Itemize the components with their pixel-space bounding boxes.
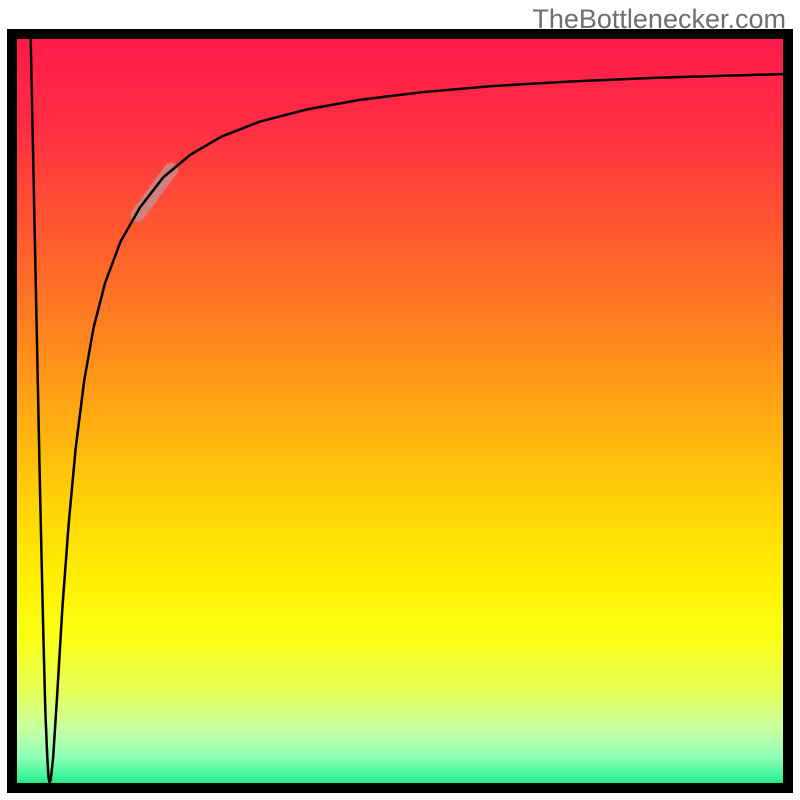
stage: TheBottlenecker.com [0,0,800,800]
plot-background [12,34,788,788]
chart-canvas [0,0,800,800]
watermark-text: TheBottlenecker.com [532,4,786,35]
